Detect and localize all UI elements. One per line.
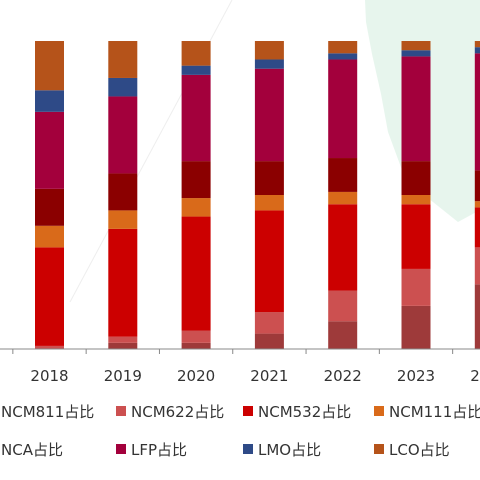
legend-label-3: NCM111占比 — [389, 403, 480, 421]
bar-segment-2023-2 — [401, 204, 431, 269]
bar-segment-2021-5 — [254, 68, 284, 162]
bar-segment-2024-6 — [474, 47, 480, 54]
x-tick-label-2022: 2022 — [324, 367, 362, 385]
bar-segment-2018-6 — [35, 90, 64, 112]
bar-segment-2018-4 — [35, 188, 64, 226]
bar-segment-2021-1 — [254, 312, 284, 334]
bar-segment-2019-2 — [108, 228, 138, 337]
bar-segment-2023-4 — [401, 161, 431, 195]
bar-segment-2022-2 — [328, 204, 358, 291]
bar-segment-2019-0 — [108, 342, 138, 349]
bar-segment-2019-1 — [108, 336, 138, 343]
bar-segment-2022-7 — [328, 41, 358, 54]
x-tick-label-2023: 2023 — [397, 367, 435, 385]
bar-segment-2022-3 — [328, 191, 358, 205]
legend: NCM811占比 NCM622占比 NCM532占比 NCM111占比 NCA占比 LFP… — [1, 403, 480, 459]
bar-segment-2023-6 — [401, 50, 431, 57]
bar-segment-2019-5 — [108, 96, 138, 174]
bar-segment-2022-4 — [328, 158, 358, 192]
bar-segment-2018-5 — [35, 111, 64, 189]
bar-segment-2024-2 — [474, 207, 480, 248]
legend-swatch-6 — [243, 444, 253, 454]
legend-label-4: NCA占比 — [1, 441, 63, 459]
bar-segment-2018-1 — [35, 345, 64, 349]
bar-segment-2018-3 — [35, 225, 64, 248]
x-tick-label-2020: 2020 — [177, 367, 215, 385]
bar-segment-2024-1 — [474, 247, 480, 285]
bar-segment-2024-5 — [474, 53, 480, 171]
bar-segment-2020-1 — [181, 330, 211, 343]
legend-swatch-3 — [374, 406, 384, 416]
legend-swatch-5 — [116, 444, 126, 454]
bar-segment-2020-3 — [181, 198, 211, 217]
bar-segment-2024-3 — [474, 201, 480, 208]
bar-segment-2022-5 — [328, 59, 358, 159]
legend-label-6: LMO占比 — [258, 441, 321, 459]
bar-segment-2023-3 — [401, 195, 431, 205]
legend-label-2: NCM532占比 — [258, 403, 351, 421]
legend-label-7: LCO占比 — [389, 441, 450, 459]
bar-segment-2018-7 — [35, 41, 64, 91]
bar-segment-2019-4 — [108, 173, 138, 211]
bar-segment-2023-5 — [401, 56, 431, 162]
x-tick-label-2024: 2024 — [470, 367, 480, 385]
bar-segment-2024-7 — [474, 41, 480, 48]
bar-segment-2018-2 — [35, 247, 64, 346]
legend-label-0: NCM811占比 — [1, 403, 94, 421]
bar-segment-2023-0 — [401, 305, 431, 349]
bar-segment-2022-6 — [328, 53, 358, 60]
legend-swatch-1 — [116, 406, 126, 416]
x-tick-label-2021: 2021 — [250, 367, 288, 385]
bar-segment-2023-7 — [401, 41, 431, 51]
x-tick-label-2018: 2018 — [30, 367, 68, 385]
bar-segment-2022-0 — [328, 321, 358, 349]
legend-swatch-7 — [374, 444, 384, 454]
bar-segment-2020-0 — [181, 342, 211, 349]
bar-segment-2020-6 — [181, 65, 211, 75]
legend-swatch-2 — [243, 406, 253, 416]
bar-segment-2021-2 — [254, 210, 284, 313]
bar-segment-2020-4 — [181, 161, 211, 199]
bar-segment-2024-0 — [474, 284, 480, 349]
bar-segment-2021-4 — [254, 161, 284, 195]
bar-segment-2022-1 — [328, 290, 358, 322]
bar-segment-2021-3 — [254, 195, 284, 211]
bar-segment-2019-6 — [108, 77, 138, 97]
bar-segment-2024-4 — [474, 170, 480, 202]
legend-label-5: LFP占比 — [131, 441, 187, 459]
bar-segment-2019-3 — [108, 210, 138, 229]
bar-segment-2023-1 — [401, 268, 431, 306]
bar-segment-2021-7 — [254, 41, 284, 60]
bar-segment-2021-6 — [254, 59, 284, 69]
bars-layer — [35, 41, 480, 349]
legend-label-1: NCM622占比 — [131, 403, 224, 421]
bar-segment-2020-2 — [181, 216, 211, 331]
bar-segment-2020-7 — [181, 41, 211, 66]
x-tick-label-2019: 2019 — [104, 367, 142, 385]
bar-segment-2020-5 — [181, 74, 211, 162]
x-axis-ticks: 2018 2019 2020 2021 2022 2023 2024 — [12, 349, 480, 385]
bar-segment-2019-7 — [108, 41, 138, 78]
bar-segment-2021-0 — [254, 333, 284, 349]
